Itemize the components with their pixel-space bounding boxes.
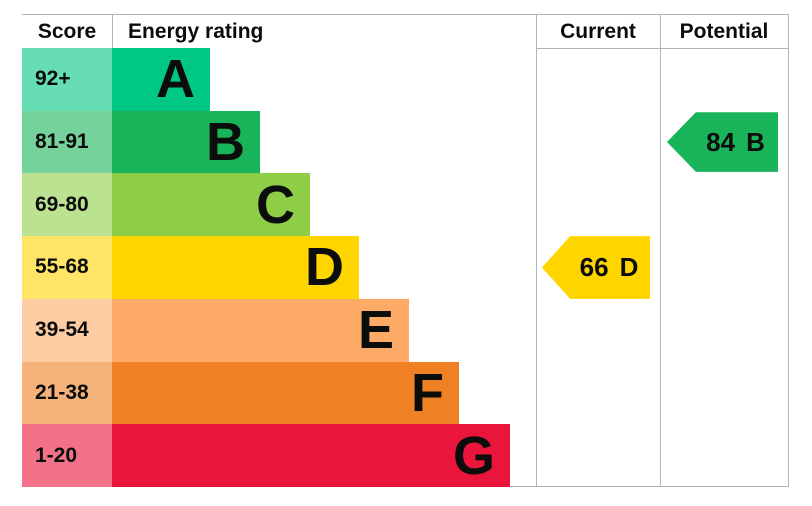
potential-column-divider bbox=[660, 14, 661, 487]
score-range-a: 92+ bbox=[22, 48, 112, 111]
score-range-g: 1-20 bbox=[22, 424, 112, 487]
current-rating-arrow: 66 D bbox=[542, 236, 650, 299]
score-range-c: 69-80 bbox=[22, 173, 112, 237]
potential-rating-arrow: 84 B bbox=[667, 112, 778, 172]
band-row-d: 55-68 D bbox=[22, 236, 536, 299]
header-current: Current bbox=[560, 20, 636, 43]
current-column-divider bbox=[536, 14, 537, 487]
score-range-e: 39-54 bbox=[22, 298, 112, 362]
table-right-border bbox=[788, 14, 789, 487]
band-row-g: 1-20 G bbox=[22, 424, 536, 487]
potential-score: 84 bbox=[706, 126, 736, 157]
score-range-d: 55-68 bbox=[22, 236, 112, 299]
potential-band: B bbox=[746, 126, 765, 157]
header-bottom-border bbox=[536, 48, 789, 49]
band-row-a: 92+ A bbox=[22, 48, 536, 111]
header-potential: Potential bbox=[679, 20, 769, 43]
current-score: 66 bbox=[579, 251, 609, 282]
band-row-e: 39-54 E bbox=[22, 298, 536, 362]
band-bar-g: G bbox=[112, 424, 510, 487]
band-row-b: 81-91 B bbox=[22, 110, 536, 174]
rating-table: Score Energy rating Current Potential 92… bbox=[22, 14, 789, 487]
band-bar-f: F bbox=[112, 361, 459, 425]
band-bar-a: A bbox=[112, 48, 210, 111]
score-column-divider bbox=[112, 15, 113, 48]
header-score: Score bbox=[37, 20, 97, 43]
band-row-f: 21-38 F bbox=[22, 361, 536, 425]
band-row-c: 69-80 C bbox=[22, 173, 536, 237]
header-energy-rating: Energy rating bbox=[128, 20, 264, 43]
score-range-f: 21-38 bbox=[22, 361, 112, 425]
band-bar-d: D bbox=[112, 236, 359, 299]
current-band: D bbox=[619, 251, 639, 282]
score-range-b: 81-91 bbox=[22, 110, 112, 174]
band-bar-b: B bbox=[112, 110, 260, 174]
table-top-border bbox=[22, 14, 789, 15]
band-bar-e: E bbox=[112, 298, 409, 362]
band-bar-c: C bbox=[112, 173, 310, 237]
